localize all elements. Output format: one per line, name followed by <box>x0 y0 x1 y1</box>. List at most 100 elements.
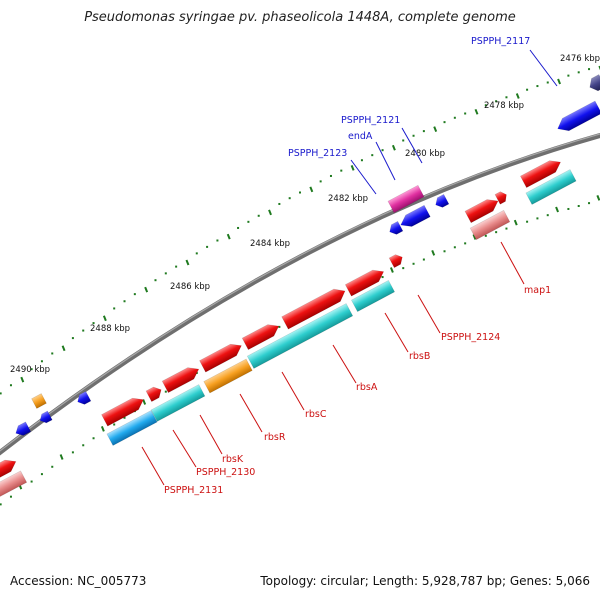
scale-dot <box>567 207 570 210</box>
gene-label-pspph-2117[interactable]: PSPPH_2117 <box>471 36 530 47</box>
gene-arrow-dark <box>589 74 600 92</box>
scale-dot <box>588 202 591 205</box>
kbp-label-2486: 2486 kbp <box>170 282 210 292</box>
scale-dot <box>51 465 54 468</box>
scale-dot <box>329 174 332 177</box>
scale-dot <box>402 139 405 142</box>
scale-dot <box>154 279 157 282</box>
scale-dot <box>9 384 12 387</box>
scale-dot <box>536 217 539 220</box>
scale-dot <box>453 246 456 249</box>
gene-label-pspph-2124[interactable]: PSPPH_2124 <box>441 332 500 343</box>
scale-dot <box>278 325 281 328</box>
gene-arrow-map1-b <box>494 191 507 205</box>
scale-dot <box>71 451 74 454</box>
scale-dot <box>484 104 487 107</box>
scale-dot <box>9 495 12 498</box>
cds-pspph-2131 <box>106 410 158 446</box>
scale-dot <box>319 180 322 183</box>
scale-dot <box>113 423 116 426</box>
gene-label-rbsc[interactable]: rbsC <box>305 409 327 420</box>
scale-dot <box>71 337 74 340</box>
lower-leader-lines <box>141 241 525 486</box>
scale-major-tick <box>102 315 107 322</box>
kbp-label-2490: 2490 kbp <box>10 365 50 375</box>
scale-dot <box>381 149 384 152</box>
cds-rbsb <box>351 279 395 313</box>
scale-dot <box>113 307 116 310</box>
gene-arrow-enda <box>387 184 425 214</box>
scale-dot <box>0 392 2 395</box>
gene-arrow-rbsr <box>199 343 242 373</box>
gene-label-rbsr[interactable]: rbsR <box>264 432 286 443</box>
scale-major-tick <box>389 267 394 273</box>
scale-dot <box>237 226 240 229</box>
scale-major-tick <box>142 399 147 405</box>
scale-dot <box>0 503 2 506</box>
scale-dot <box>505 96 508 99</box>
gene-label-pspph-2131[interactable]: PSPPH_2131 <box>164 485 223 496</box>
topology-text: Topology: circular; Length: 5,928,787 bp… <box>260 574 590 588</box>
scale-dot <box>92 322 95 325</box>
scale-dot <box>422 258 425 261</box>
scale-major-tick <box>185 259 190 266</box>
scale-dot <box>123 416 126 419</box>
scale-major-tick <box>20 376 25 383</box>
scale-dot <box>340 169 343 172</box>
gene-arrow-pspph-2123 <box>400 204 431 227</box>
scale-major-tick <box>555 206 559 213</box>
kbp-label-2480: 2480 kbp <box>405 149 445 159</box>
gene-arrow-forward-right <box>520 160 561 189</box>
scale-dot <box>588 68 591 71</box>
gene-label-enda[interactable]: endA <box>348 131 373 142</box>
genome-backbone-highlight <box>0 133 600 452</box>
scale-major-tick <box>431 249 436 256</box>
gene-arrow-pspph-2117 <box>557 100 600 132</box>
scale-major-tick <box>59 454 64 460</box>
scale-dot <box>577 205 580 208</box>
scale-dot <box>288 197 291 200</box>
scale-dot <box>51 352 54 355</box>
scale-major-tick <box>433 126 438 132</box>
scale-dot <box>443 121 446 124</box>
kbp-label-2488: 2488 kbp <box>90 324 130 334</box>
scale-major-tick <box>144 286 149 293</box>
scale-dot <box>402 267 405 270</box>
scale-dot <box>546 214 549 217</box>
cds-rbsk <box>150 384 206 422</box>
gene-label-rbsa[interactable]: rbsA <box>356 382 378 393</box>
scale-dot <box>536 85 539 88</box>
scale-major-tick <box>391 144 396 151</box>
gene-label-rbsb[interactable]: rbsB <box>409 351 430 362</box>
scale-dot <box>30 368 33 371</box>
scale-major-tick <box>472 234 477 240</box>
scale-major-tick <box>557 78 561 85</box>
gene-label-map1[interactable]: map1 <box>524 285 551 296</box>
gene-arrow-map1-a <box>464 199 499 224</box>
gene-label-rbsk[interactable]: rbsK <box>222 454 244 465</box>
scale-major-tick <box>100 425 105 432</box>
gene-arrow-pspph-2130 <box>145 386 162 402</box>
scale-dot <box>443 250 446 253</box>
genome-backbone <box>0 132 600 456</box>
scale-dot <box>40 473 43 476</box>
gene-arrow-reverse-2490b <box>15 421 32 436</box>
scale-major-tick <box>515 93 520 99</box>
scale-dot <box>92 437 95 440</box>
upper-leader-lines <box>350 49 558 195</box>
gene-label-pspph-2130[interactable]: PSPPH_2130 <box>196 467 255 478</box>
scale-dot <box>495 100 498 103</box>
scale-dot <box>206 245 209 248</box>
scale-major-tick <box>350 165 355 171</box>
gene-arrow-pspph-2121 <box>435 193 450 208</box>
gene-arrow-rbsb <box>344 269 385 297</box>
scale-dot <box>82 444 85 447</box>
scale-dot <box>164 390 167 393</box>
scale-dot <box>30 480 33 483</box>
gene-label-pspph-2121[interactable]: PSPPH_2121 <box>341 115 400 126</box>
scale-dot <box>123 300 126 303</box>
gene-arrow-reverse-small <box>389 220 404 235</box>
map-title: Pseudomonas syringae pv. phaseolicola 14… <box>84 10 516 25</box>
gene-label-pspph-2123[interactable]: PSPPH_2123 <box>288 148 347 159</box>
